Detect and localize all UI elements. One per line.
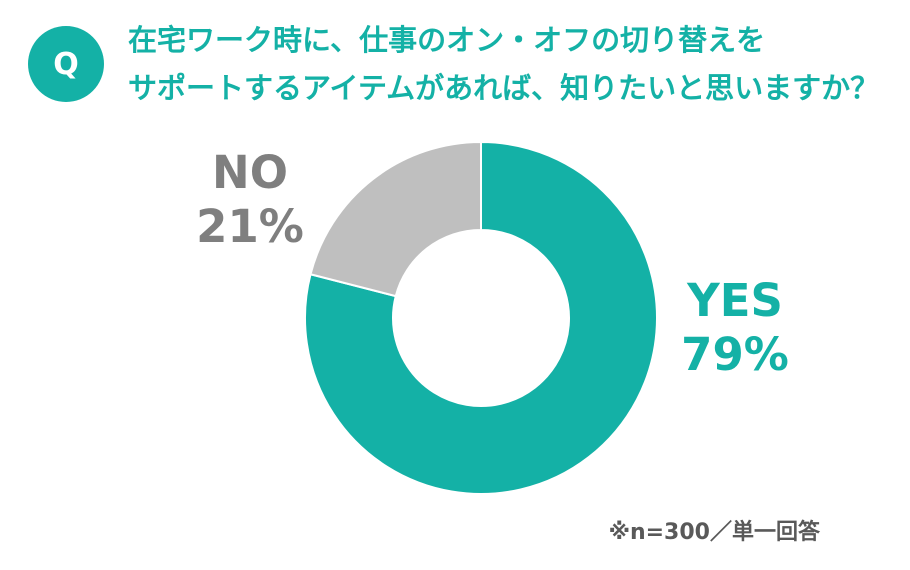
slice-label-no: NO 21% [175,146,325,254]
question-badge-label: Q [53,46,79,82]
question-badge: Q [28,26,104,102]
slice-label-yes-name: YES [687,274,783,327]
slice-label-yes: YES 79% [660,274,810,382]
chart-title-line-1: 在宅ワーク時に、仕事のオン・オフの切り替えを [128,23,766,57]
chart-title-line-2: サポートするアイテムがあれば、知りたいと思いますか？ [128,71,880,105]
donut-slice-no [309,140,482,298]
slice-label-no-name: NO [212,146,288,199]
slice-label-no-value: 21% [196,200,304,253]
sample-note: ※n=300／単一回答 [608,520,820,545]
chart-title: 在宅ワーク時に、仕事のオン・オフの切り替えを サポートするアイテムがあれば、知り… [128,16,888,112]
slice-label-yes-value: 79% [681,328,789,381]
donut-slice-yes [304,140,658,495]
